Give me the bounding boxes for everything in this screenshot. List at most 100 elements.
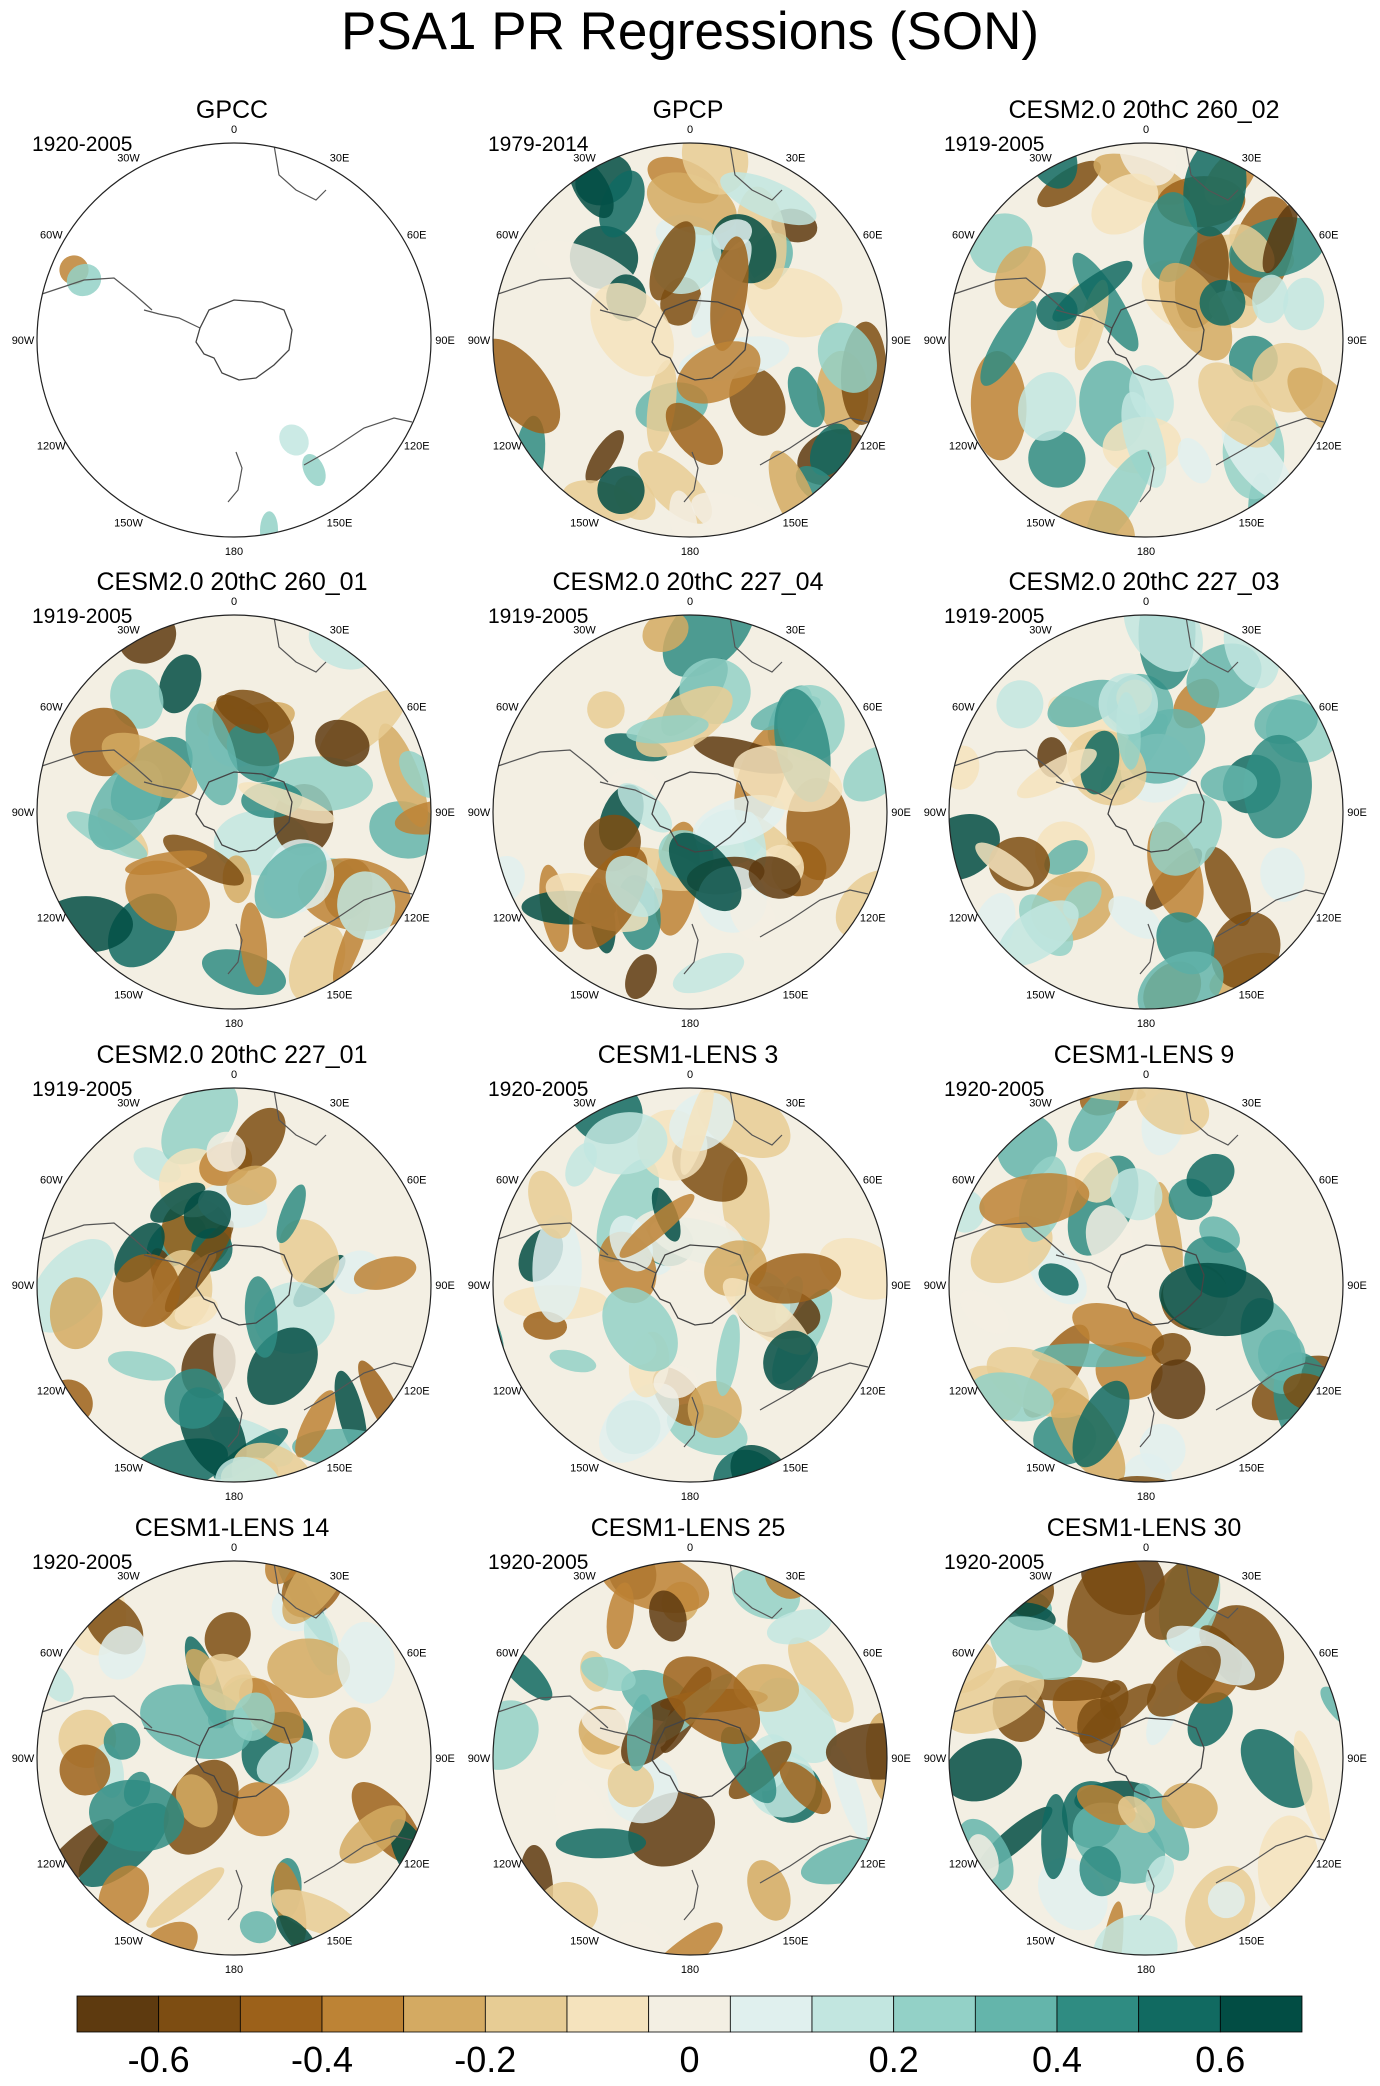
anomaly-contour	[336, 1621, 395, 1704]
anomaly-contour	[295, 1390, 336, 1458]
anomaly-contour	[1243, 734, 1312, 839]
longitude-label: 150W	[1026, 990, 1055, 1002]
anomaly-contour	[1072, 1303, 1165, 1357]
longitude-label: 120E	[404, 913, 430, 925]
polar-map: 0 30E 60E 90E 120E 150E 180 150W 120W 90W 60W 30W	[468, 596, 911, 1030]
longitude-label: 30E	[330, 624, 350, 636]
longitude-label: 180	[225, 1964, 243, 1976]
longitude-label: 0	[231, 596, 237, 608]
longitude-label: 120W	[493, 913, 522, 925]
longitude-label: 120E	[1316, 1859, 1342, 1871]
longitude-label: 120E	[1316, 1386, 1342, 1398]
anomaly-contour	[1150, 1359, 1206, 1420]
longitude-label: 180	[1137, 1964, 1155, 1976]
anomaly-contour	[605, 855, 663, 918]
longitude-label: 90W	[12, 1280, 35, 1292]
coastline	[38, 277, 153, 311]
longitude-label: 30E	[330, 152, 350, 164]
anomaly-contour	[1199, 279, 1246, 326]
polar-map: 0 30E 60E 90E 120E 150E 180 150W 120W 90W 60W 30W	[468, 1069, 911, 1503]
anomaly-contour	[662, 615, 756, 678]
panel-period: 1919-2005	[32, 1078, 133, 1101]
panel-period: 1919-2005	[944, 605, 1045, 628]
coastline	[759, 417, 869, 466]
anomaly-contour	[979, 1173, 1090, 1229]
anomaly-contour	[329, 1707, 371, 1759]
anomaly-contour	[112, 1253, 181, 1327]
anomaly-contour	[626, 715, 709, 744]
longitude-label: 120E	[1316, 441, 1342, 453]
anomaly-contour	[337, 871, 396, 940]
coastline	[494, 749, 609, 783]
antarctica-coastline	[195, 771, 293, 853]
coastline	[1185, 1089, 1239, 1146]
longitude-label: 60W	[496, 1175, 519, 1187]
longitude-label: 60W	[40, 702, 63, 714]
longitude-label: 0	[1143, 124, 1149, 136]
anomaly-contour	[1074, 279, 1109, 371]
map-border	[36, 614, 432, 1010]
panel-title: GPCP	[652, 96, 724, 124]
longitude-label: 180	[1137, 1018, 1155, 1030]
coastline	[1139, 923, 1155, 975]
panel-title: CESM1-LENS 30	[1046, 1514, 1242, 1542]
anomaly-contour	[766, 1609, 832, 1645]
coastline	[683, 923, 699, 975]
panel-title: CESM2.0 20thC 260_02	[1008, 96, 1280, 124]
coastline	[494, 1695, 609, 1729]
longitude-label: 90E	[1347, 1753, 1367, 1765]
antarctica-coastline	[195, 1717, 293, 1799]
anomaly-contour	[1186, 1153, 1235, 1197]
anomaly-contour	[103, 1722, 141, 1760]
longitude-label: 0	[1143, 1542, 1149, 1554]
anomaly-contour	[980, 300, 1037, 386]
longitude-label: 120E	[404, 1859, 430, 1871]
anomaly-contour	[606, 1582, 634, 1650]
coastline	[683, 451, 699, 503]
longitude-label: 90E	[1347, 335, 1367, 347]
anomaly-contour	[668, 832, 742, 912]
anomaly-contour	[1079, 1683, 1156, 1744]
longitude-label: 90W	[924, 807, 947, 819]
longitude-label: 150W	[1026, 518, 1055, 530]
map-background	[37, 1088, 431, 1482]
map-border	[36, 142, 432, 538]
map-border	[36, 1560, 432, 1956]
longitude-label: 30E	[786, 624, 806, 636]
anomaly-contour	[619, 1193, 695, 1258]
longitude-label: 90E	[1347, 807, 1367, 819]
longitude-label: 0	[231, 1069, 237, 1081]
coastline	[494, 277, 609, 311]
coastline	[950, 1695, 1065, 1729]
anomaly-contour	[1260, 847, 1305, 902]
polar-map: 0 30E 60E 90E 120E 150E 180 150W 120W 90W 60W 30W	[468, 1542, 911, 1976]
coastline	[143, 1254, 201, 1274]
longitude-label: 150E	[783, 1936, 809, 1948]
coastline	[1185, 144, 1239, 201]
longitude-label: 150E	[1239, 1936, 1265, 1948]
longitude-label: 90E	[435, 1280, 455, 1292]
figure-title: PSA1 PR Regressions (SON)	[340, 2, 1040, 61]
anomaly-contour	[1254, 699, 1318, 745]
polar-map: 0 30E 60E 90E 120E 150E 180 150W 120W 90W 60W 30W	[924, 1542, 1367, 1976]
longitude-label: 120E	[860, 1859, 886, 1871]
longitude-label: 30W	[573, 1097, 596, 1109]
longitude-label: 120W	[37, 913, 66, 925]
anomaly-contour	[49, 1277, 103, 1350]
longitude-label: 90W	[468, 807, 491, 819]
longitude-label: 60E	[1319, 702, 1339, 714]
anomaly-contour	[809, 423, 852, 476]
anomaly-contour	[998, 900, 1079, 967]
coastline	[143, 781, 201, 801]
anomaly-contour	[216, 694, 269, 734]
map-panel: CESM1-LENS 25 0 30E 60E 90E 120E 150E 180 150W 12…	[468, 1513, 911, 1976]
anomaly-contour	[1139, 1423, 1186, 1474]
longitude-label: 60E	[863, 702, 883, 714]
longitude-label: 180	[681, 1491, 699, 1503]
coastline	[759, 889, 869, 938]
longitude-label: 30W	[117, 1097, 140, 1109]
anomaly-contour	[1118, 143, 1177, 186]
polar-map: 0 30E 60E 90E 120E 150E 180 150W 120W 90W 60W 30W	[12, 124, 455, 558]
coastline	[227, 1869, 243, 1921]
map-border	[948, 614, 1344, 1010]
